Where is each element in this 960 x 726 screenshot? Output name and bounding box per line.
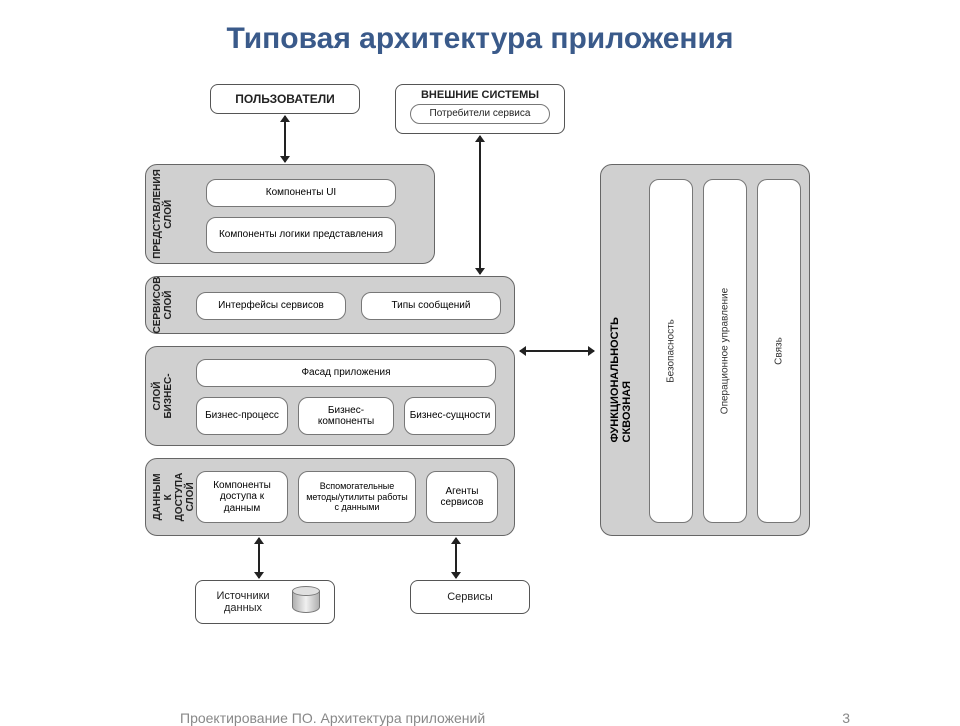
consumers-box: Потребители сервиса [410,104,550,124]
crosscut-label: СКВОЗНАЯ ФУНКЦИОНАЛЬНОСТЬ [609,258,633,443]
data-sources-label: Источники данных [208,590,278,614]
services-layer-label: СЛОЙ СЕРВИСОВ [152,277,174,334]
footer-text: Проектирование ПО. Архитектура приложени… [180,710,485,726]
business-process-box: Бизнес-процесс [196,397,288,435]
crosscut-panel: СКВОЗНАЯ ФУНКЦИОНАЛЬНОСТЬ Безопасность О… [600,164,810,536]
data-layer-label: СЛОЙ ДОСТУПА К ДАННЫМ [152,473,196,522]
crosscut-col-comm: Связь [757,179,801,523]
app-facade-box: Фасад приложения [196,359,496,387]
arrow-data-services [455,538,457,578]
data-access-components-box: Компоненты доступа к данным [196,471,288,523]
users-box: ПОЛЬЗОВАТЕЛИ [210,84,360,114]
arrow-users-presentation [284,116,286,162]
db-cylinder-icon [292,586,320,616]
message-types-box: Типы сообщений [361,292,501,320]
services-layer: СЛОЙ СЕРВИСОВ Интерфейсы сервисов Типы с… [145,276,515,334]
arrow-data-sources [258,538,260,578]
service-agents-box: Агенты сервисов [426,471,498,523]
arrow-layers-crosscut [520,350,594,352]
crosscut-col-security: Безопасность [649,179,693,523]
presentation-logic-box: Компоненты логики представления [206,217,396,253]
crosscut-col-ops: Операционное управление [703,179,747,523]
business-layer-label: БИЗНЕС-СЛОЙ [152,372,174,421]
business-components-box: Бизнес-компоненты [298,397,394,435]
crosscut-ops-label: Операционное управление [720,288,731,414]
data-helpers-box: Вспомогательные методы/утилиты работы с … [298,471,416,523]
bottom-services-box: Сервисы [410,580,530,614]
business-entities-box: Бизнес-сущности [404,397,496,435]
crosscut-comm-label: Связь [774,337,785,365]
service-interfaces-box: Интерфейсы сервисов [196,292,346,320]
presentation-layer-label: СЛОЙ ПРЕДСТАВЛЕНИЯ [152,169,174,259]
ui-components-box: Компоненты UI [206,179,396,207]
diagram: ПОЛЬЗОВАТЕЛИ ВНЕШНИЕ СИСТЕМЫ Потребители… [0,64,960,664]
footer-page: 3 [842,710,850,726]
crosscut-security-label: Безопасность [666,319,677,383]
presentation-layer: СЛОЙ ПРЕДСТАВЛЕНИЯ Компоненты UI Компоне… [145,164,435,264]
arrow-external-services [479,136,481,274]
data-layer: СЛОЙ ДОСТУПА К ДАННЫМ Компоненты доступа… [145,458,515,536]
external-systems-label: ВНЕШНИЕ СИСТЕМЫ [400,89,560,101]
page-title: Типовая архитектура приложения [0,0,960,64]
business-layer: БИЗНЕС-СЛОЙ Фасад приложения Бизнес-проц… [145,346,515,446]
external-systems-box: ВНЕШНИЕ СИСТЕМЫ Потребители сервиса [395,84,565,134]
